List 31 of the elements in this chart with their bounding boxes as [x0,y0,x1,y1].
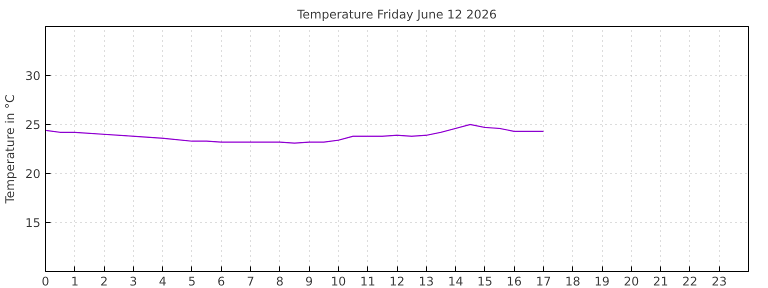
x-tick-label: 23 [712,274,727,288]
x-tick-label: 7 [246,274,254,288]
x-tick-label: 16 [506,274,522,288]
y-tick-label: 30 [25,69,41,83]
y-tick-label: 20 [25,167,41,181]
x-tick-label: 5 [188,274,196,288]
line-series [46,124,544,144]
x-tick-label: 10 [330,274,346,288]
x-tick-label: 19 [594,274,610,288]
x-tick-label: 20 [624,274,639,288]
y-axis-title: Temperature in °C [3,94,18,204]
x-tick-label: 18 [565,274,580,288]
x-tick-label: 14 [448,274,464,288]
x-tick-label: 2 [100,274,108,288]
x-tick-label: 22 [682,274,698,288]
x-tick-label: 13 [418,274,434,288]
y-tick-label: 15 [25,216,41,230]
chart-title: Temperature Friday June 12 2026 [296,8,497,22]
x-tick-label: 1 [70,274,79,288]
x-tick-label: 17 [536,274,552,288]
x-tick-label: 9 [305,274,313,288]
x-tick-label: 4 [158,274,166,288]
x-tick-label: 12 [389,274,405,288]
y-tick-label: 25 [25,118,41,132]
x-tick-label: 6 [217,274,226,288]
x-tick-label: 21 [652,274,668,288]
x-tick-label: 8 [276,274,284,288]
x-tick-label: 15 [477,274,493,288]
x-tick-label: 3 [130,274,138,288]
x-tick-label: 11 [360,274,376,288]
x-tick-label: 0 [42,274,50,288]
